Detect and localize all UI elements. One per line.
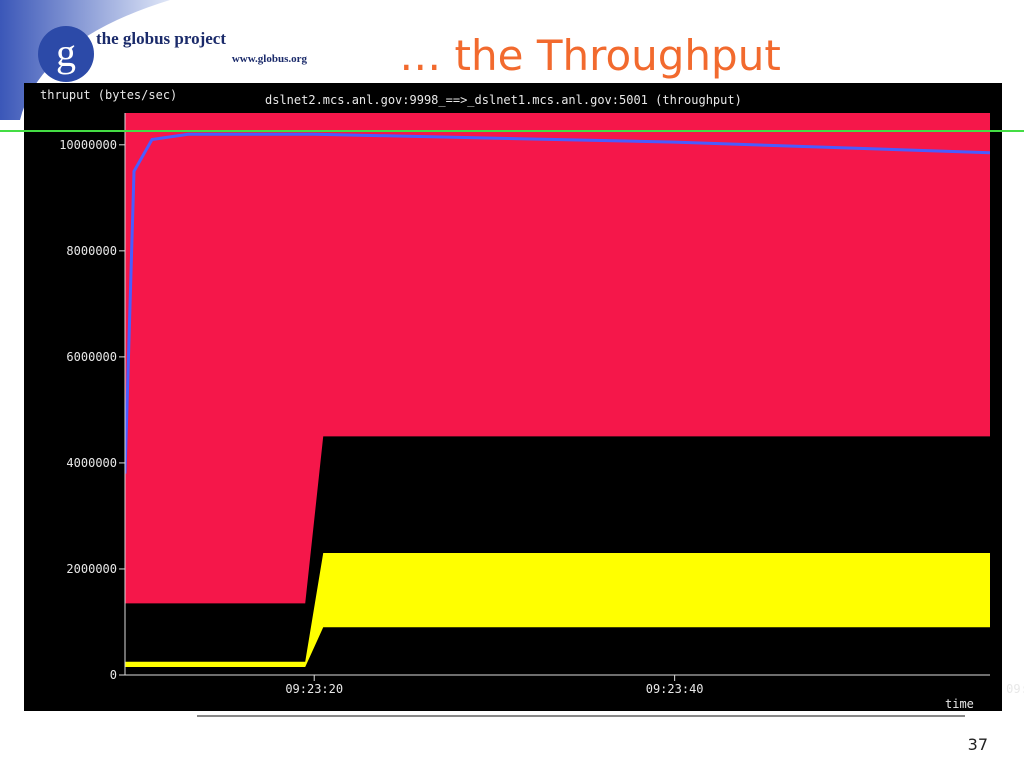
y-tick-label: 8000000 — [66, 244, 117, 258]
y-tick-label: 6000000 — [66, 350, 117, 364]
band — [125, 113, 990, 604]
x-tick-label: 09:23:20 — [285, 682, 343, 696]
y-tick-label: 10000000 — [59, 138, 117, 152]
page-number: 37 — [968, 735, 988, 754]
throughput-line — [125, 132, 990, 474]
y-tick-label: 2000000 — [66, 562, 117, 576]
y-axis-label: thruput (bytes/sec) — [40, 88, 177, 102]
axes: 0 2000000 4000000 6000000 8000000 10000000 09:… — [59, 113, 1024, 696]
y-tick-label: 4000000 — [66, 456, 117, 470]
chart-title: dslnet2.mcs.anl.gov:9998_==>_dslnet1.mcs… — [265, 93, 742, 107]
plot-area — [125, 113, 990, 668]
x-axis-label: time — [945, 697, 974, 711]
logo-title: the globus project — [96, 29, 226, 48]
logo-g: g — [56, 30, 76, 75]
x-tick-label: 09:23:40 — [646, 682, 704, 696]
logo-circle — [38, 26, 94, 82]
band — [125, 553, 990, 668]
slide-title: … the Throughput — [399, 31, 781, 80]
corner-swoosh — [0, 0, 170, 120]
y-tick-label: 0 — [110, 668, 117, 682]
logo-url: www.globus.org — [232, 53, 308, 65]
x-tick-label: 09:24:00 — [1006, 682, 1024, 696]
